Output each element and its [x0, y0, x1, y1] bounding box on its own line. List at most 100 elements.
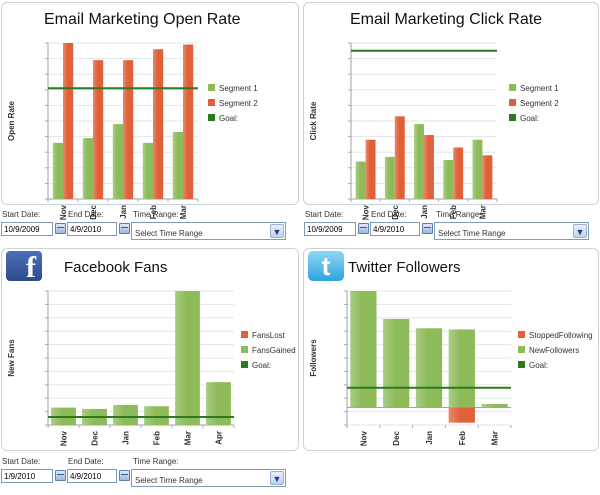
bar — [93, 60, 104, 199]
facebook-fans-chart: New Fans Nov Dec Jan Feb Mar Apr FansLost FansGa… — [7, 290, 296, 446]
end-date-input[interactable] — [67, 222, 117, 236]
calendar-icon[interactable] — [55, 223, 66, 234]
time-range-label: Time Range: — [133, 457, 179, 466]
bar — [142, 142, 153, 199]
time-range-select[interactable]: Select Time Range ▼ — [131, 469, 286, 487]
bar — [144, 406, 169, 425]
bar — [424, 135, 434, 199]
date-controls-facebook-fans: Start Date: End Date: Time Range: Select… — [0, 457, 300, 493]
time-range-value: Select Time Range — [135, 476, 203, 485]
start-date-input[interactable] — [1, 469, 53, 483]
bar — [482, 155, 493, 199]
legend-label: FansGained — [252, 346, 296, 355]
chart-panel-twitter-followers: t Twitter Followers Followers Nov Dec Jan Fe… — [303, 248, 599, 451]
open-rate-chart: Open Rate Nov Dec Jan Feb Mar Segment 1 Segment… — [7, 42, 258, 220]
y-axis-label: Click Rate — [309, 101, 318, 140]
legend-swatch — [518, 331, 525, 338]
legend-label: Goal: — [219, 114, 238, 123]
bar — [112, 124, 123, 199]
x-tick-label: Dec — [91, 430, 100, 445]
legend-swatch — [518, 346, 525, 353]
legend-label: Segment 2 — [520, 99, 559, 108]
x-tick-label: Nov — [59, 204, 68, 220]
calendar-icon[interactable] — [422, 223, 433, 234]
end-date-label: End Date: — [68, 210, 104, 219]
bar — [448, 329, 475, 408]
legend-label: FansLost — [252, 331, 286, 340]
start-date-input[interactable] — [304, 222, 356, 236]
chart-panel-facebook-fans: f Facebook Fans New Fans Nov Dec Jan Feb Mar A… — [1, 248, 299, 451]
legend-swatch — [509, 84, 516, 91]
start-date-label: Start Date: — [2, 457, 41, 466]
end-date-label: End Date: — [68, 457, 104, 466]
end-date-label: End Date: — [371, 210, 407, 219]
legend-label: Goal: — [529, 361, 548, 370]
legend-label: NewFollowers — [529, 346, 579, 355]
bar — [183, 44, 194, 200]
x-tick-label: Nov — [60, 430, 69, 446]
x-tick-label: Jan — [119, 205, 128, 219]
legend-swatch — [241, 331, 248, 338]
x-tick-label: Feb — [153, 431, 162, 445]
bar — [472, 139, 483, 199]
date-controls-click-rate: Start Date: End Date: Time Range: Select… — [303, 210, 600, 246]
legend-label: Segment 1 — [219, 84, 258, 93]
legend-label: StoppedFollowing — [529, 331, 593, 340]
time-range-select[interactable]: Select Time Range ▼ — [434, 222, 589, 240]
click-rate-chart: Click Rate Nov Dec Jan Feb Mar Segment 1 Segmen… — [309, 42, 559, 220]
time-range-label: Time Range: — [133, 210, 179, 219]
chevron-down-icon[interactable]: ▼ — [270, 471, 284, 485]
x-tick-label: Jan — [122, 431, 131, 445]
end-date-input[interactable] — [370, 222, 420, 236]
legend-label: Goal: — [252, 361, 271, 370]
time-range-value: Select Time Range — [438, 229, 506, 238]
x-tick-label: Jan — [425, 431, 434, 445]
bar — [63, 43, 74, 199]
calendar-icon[interactable] — [55, 470, 66, 481]
chart-title: Twitter Followers — [348, 259, 461, 276]
start-date-label: Start Date: — [2, 210, 41, 219]
bar — [123, 60, 134, 199]
legend-swatch — [241, 361, 248, 368]
bar — [82, 138, 93, 199]
y-axis-label: Followers — [309, 339, 318, 377]
chart-title: Email Marketing Open Rate — [44, 11, 241, 28]
bar — [355, 161, 366, 199]
bar — [414, 124, 424, 199]
x-tick-label: Nov — [362, 204, 371, 220]
bar — [52, 142, 63, 199]
twitter-icon: t — [308, 251, 344, 281]
bar — [175, 291, 200, 425]
bar — [384, 156, 395, 199]
twitter-followers-chart: Followers Nov Dec Jan Feb Mar StoppedFollowing… — [309, 290, 593, 446]
chevron-down-icon[interactable]: ▼ — [573, 224, 587, 238]
calendar-icon[interactable] — [119, 470, 130, 481]
x-tick-label: Dec — [392, 430, 401, 445]
bar — [113, 404, 138, 425]
bar — [443, 160, 454, 199]
x-tick-label: Jan — [420, 205, 429, 219]
calendar-icon[interactable] — [119, 223, 130, 234]
legend-label: Goal: — [520, 114, 539, 123]
y-axis-label: New Fans — [7, 339, 16, 377]
x-tick-label: Dec — [391, 204, 400, 219]
chart-panel-open-rate: Email Marketing Open Rate Open Rate Nov De… — [1, 2, 299, 220]
chart-panel-click-rate: Email Marketing Click Rate Click Rate Nov… — [303, 2, 599, 220]
legend-swatch — [241, 346, 248, 353]
start-date-input[interactable] — [1, 222, 53, 236]
x-tick-label: Mar — [491, 431, 500, 445]
time-range-select[interactable]: Select Time Range ▼ — [131, 222, 286, 240]
y-axis-label: Open Rate — [7, 100, 16, 141]
legend-swatch — [509, 114, 516, 121]
end-date-input[interactable] — [67, 469, 117, 483]
x-tick-label: Mar — [179, 205, 188, 219]
legend-swatch — [208, 84, 215, 91]
x-tick-label: Feb — [149, 205, 158, 219]
calendar-icon[interactable] — [358, 223, 369, 234]
x-tick-label: Mar — [478, 205, 487, 219]
chevron-down-icon[interactable]: ▼ — [270, 224, 284, 238]
x-tick-label: Mar — [184, 431, 193, 445]
date-controls-open-rate: Start Date: End Date: Time Range: Select… — [0, 210, 300, 246]
facebook-icon: f — [6, 251, 42, 281]
time-range-value: Select Time Range — [135, 229, 203, 238]
